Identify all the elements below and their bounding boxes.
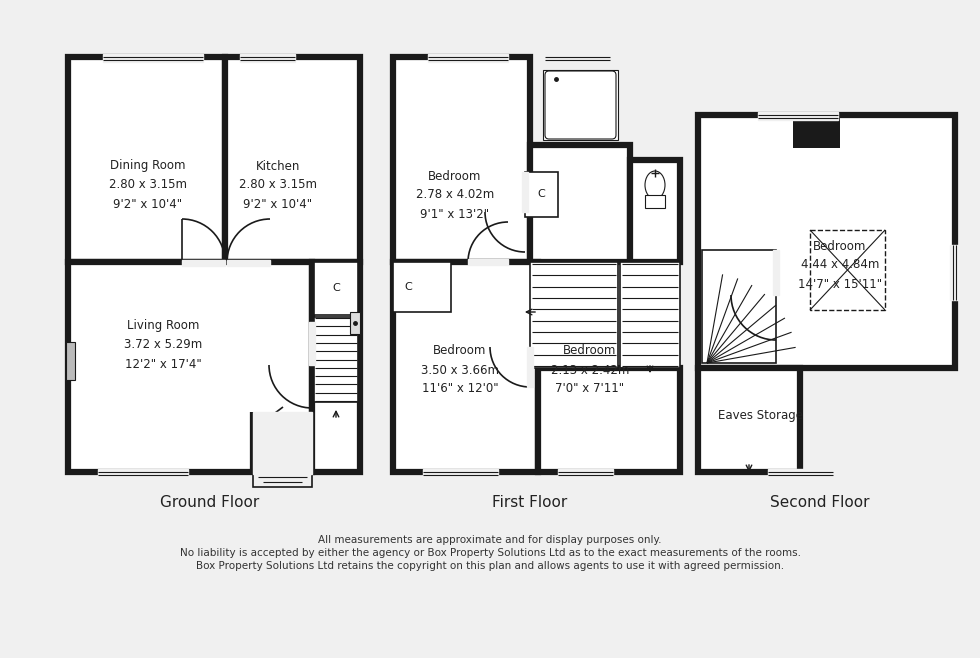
Text: Eaves Storage: Eaves Storage <box>717 409 803 422</box>
FancyBboxPatch shape <box>545 71 616 139</box>
Text: Second Floor: Second Floor <box>770 495 870 510</box>
Bar <box>698 368 800 472</box>
Bar <box>393 262 538 472</box>
Text: Bedroom
2.13 x 2.42m
7'0" x 7'11": Bedroom 2.13 x 2.42m 7'0" x 7'11" <box>551 345 629 395</box>
Bar <box>950 245 958 300</box>
Bar <box>68 57 225 262</box>
Bar <box>428 54 508 62</box>
Bar <box>543 70 618 140</box>
Bar <box>393 262 451 312</box>
Bar <box>314 262 358 315</box>
Bar <box>314 317 358 402</box>
Bar <box>558 469 613 477</box>
Bar <box>253 412 312 474</box>
Bar <box>68 262 312 472</box>
Bar <box>240 54 295 62</box>
Bar <box>103 54 203 62</box>
Text: Box Property Solutions Ltd retains the copyright on this plan and allows agents : Box Property Solutions Ltd retains the c… <box>196 561 784 571</box>
Text: Living Room
3.72 x 5.29m
12'2" x 17'4": Living Room 3.72 x 5.29m 12'2" x 17'4" <box>123 320 202 370</box>
Text: Bedroom
2.78 x 4.02m
9'1" x 13'2": Bedroom 2.78 x 4.02m 9'1" x 13'2" <box>416 170 494 220</box>
Text: All measurements are approximate and for display purposes only.: All measurements are approximate and for… <box>318 535 662 545</box>
Bar <box>530 262 618 368</box>
Text: C: C <box>404 282 412 292</box>
Bar <box>538 368 680 472</box>
Bar <box>620 262 680 368</box>
Bar <box>793 115 840 148</box>
Bar <box>225 57 360 262</box>
Text: First Floor: First Floor <box>492 495 567 510</box>
Text: Dining Room
2.80 x 3.15m
9'2" x 10'4": Dining Room 2.80 x 3.15m 9'2" x 10'4" <box>109 159 187 211</box>
Bar <box>66 342 75 380</box>
Bar <box>423 469 498 477</box>
Text: C: C <box>332 283 340 293</box>
Bar <box>630 160 680 262</box>
Bar <box>773 250 779 295</box>
Text: C: C <box>537 189 545 199</box>
Bar <box>527 347 533 387</box>
Bar <box>702 250 776 363</box>
Text: Ground Floor: Ground Floor <box>161 495 260 510</box>
Bar <box>312 262 360 472</box>
Bar <box>227 260 270 266</box>
Bar <box>698 115 955 368</box>
Bar <box>350 312 360 334</box>
Bar <box>253 472 312 487</box>
Bar <box>758 112 838 120</box>
Bar <box>530 145 630 262</box>
Text: Kitchen
2.80 x 3.15m
9'2" x 10'4": Kitchen 2.80 x 3.15m 9'2" x 10'4" <box>239 159 317 211</box>
Bar <box>468 259 508 265</box>
Bar <box>98 469 188 477</box>
Bar <box>810 230 885 310</box>
Bar <box>522 172 528 212</box>
Bar <box>645 195 665 208</box>
Bar <box>545 54 610 62</box>
Bar <box>768 469 833 477</box>
Text: Bedroom
4.44 x 4.84m
14'7" x 15'11": Bedroom 4.44 x 4.84m 14'7" x 15'11" <box>798 240 882 290</box>
Bar <box>525 172 558 217</box>
Bar <box>309 322 315 365</box>
Text: Bedroom
3.50 x 3.66m
11'6" x 12'0": Bedroom 3.50 x 3.66m 11'6" x 12'0" <box>421 345 499 395</box>
Bar <box>182 260 225 266</box>
Ellipse shape <box>645 171 665 199</box>
Text: No liability is accepted by either the agency or Box Property Solutions Ltd as t: No liability is accepted by either the a… <box>179 548 801 558</box>
Bar <box>393 57 530 262</box>
